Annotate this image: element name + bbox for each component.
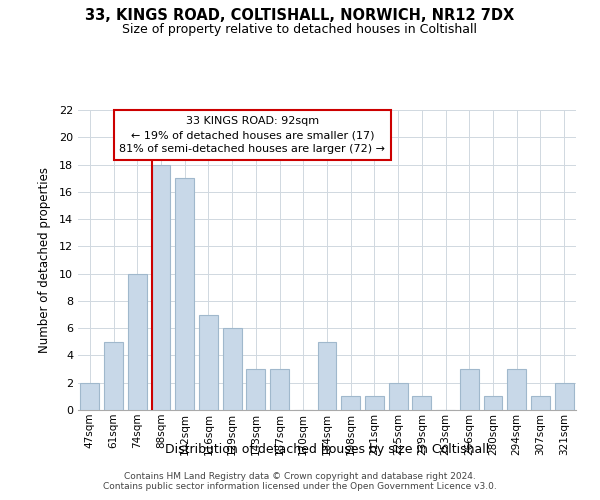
Text: 33, KINGS ROAD, COLTISHALL, NORWICH, NR12 7DX: 33, KINGS ROAD, COLTISHALL, NORWICH, NR1… <box>85 8 515 22</box>
Bar <box>128 274 147 410</box>
Bar <box>389 382 407 410</box>
Bar <box>365 396 384 410</box>
Bar <box>152 164 170 410</box>
Bar <box>80 382 100 410</box>
Bar <box>199 314 218 410</box>
Bar <box>484 396 502 410</box>
Bar <box>247 369 265 410</box>
Bar <box>104 342 123 410</box>
Bar <box>554 382 574 410</box>
Y-axis label: Number of detached properties: Number of detached properties <box>38 167 50 353</box>
Text: 33 KINGS ROAD: 92sqm
← 19% of detached houses are smaller (17)
81% of semi-detac: 33 KINGS ROAD: 92sqm ← 19% of detached h… <box>119 116 385 154</box>
Bar <box>223 328 242 410</box>
Bar <box>317 342 337 410</box>
Text: Distribution of detached houses by size in Coltishall: Distribution of detached houses by size … <box>165 442 489 456</box>
Bar <box>531 396 550 410</box>
Bar <box>270 369 289 410</box>
Bar <box>460 369 479 410</box>
Text: Contains public sector information licensed under the Open Government Licence v3: Contains public sector information licen… <box>103 482 497 491</box>
Bar <box>507 369 526 410</box>
Text: Size of property relative to detached houses in Coltishall: Size of property relative to detached ho… <box>122 22 478 36</box>
Bar <box>341 396 360 410</box>
Bar <box>175 178 194 410</box>
Bar <box>412 396 431 410</box>
Text: Contains HM Land Registry data © Crown copyright and database right 2024.: Contains HM Land Registry data © Crown c… <box>124 472 476 481</box>
